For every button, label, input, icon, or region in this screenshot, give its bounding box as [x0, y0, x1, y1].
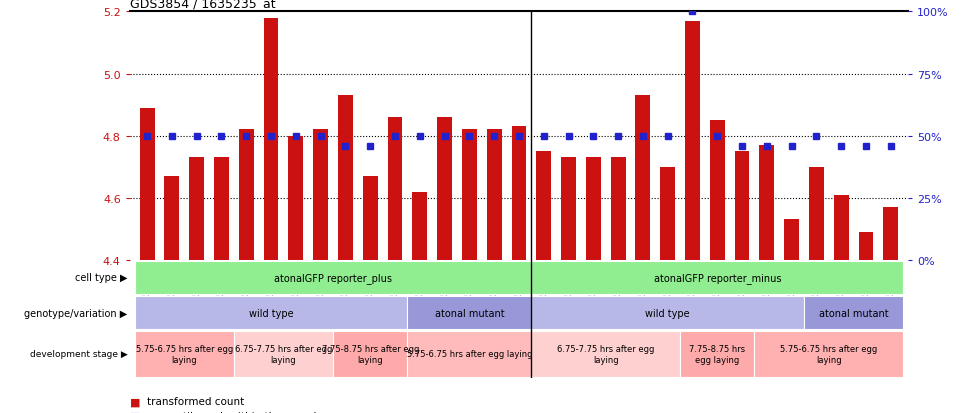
Text: transformed count: transformed count [147, 396, 244, 406]
Text: percentile rank within the sample: percentile rank within the sample [147, 411, 323, 413]
Bar [531, 261, 903, 294]
Bar [511, 127, 527, 260]
Bar [486, 130, 502, 260]
Text: 5.75-6.75 hrs after egg laying: 5.75-6.75 hrs after egg laying [407, 350, 532, 358]
Text: atonalGFP reporter_minus: atonalGFP reporter_minus [653, 272, 781, 283]
Bar [412, 192, 428, 260]
Bar [759, 146, 775, 260]
Bar [586, 158, 601, 260]
Text: 7.75-8.75 hrs after egg
laying: 7.75-8.75 hrs after egg laying [322, 344, 419, 364]
Bar [387, 118, 403, 260]
Bar [635, 96, 651, 260]
Text: cell type ▶: cell type ▶ [75, 273, 128, 283]
Text: development stage ▶: development stage ▶ [30, 350, 128, 358]
Bar [858, 233, 874, 260]
Bar [135, 261, 531, 294]
Bar [680, 331, 754, 377]
Bar [338, 96, 353, 260]
Text: 5.75-6.75 hrs after egg
laying: 5.75-6.75 hrs after egg laying [780, 344, 877, 364]
Bar [531, 296, 804, 330]
Bar [685, 22, 700, 260]
Bar [135, 331, 234, 377]
Bar [734, 152, 750, 260]
Text: atonal mutant: atonal mutant [819, 308, 888, 318]
Text: genotype/variation ▶: genotype/variation ▶ [24, 308, 128, 318]
Bar [804, 296, 903, 330]
Bar [754, 331, 903, 377]
Bar [139, 109, 155, 260]
Bar [809, 167, 824, 260]
Bar [239, 130, 254, 260]
Bar [234, 331, 333, 377]
Bar [834, 195, 849, 260]
Bar [164, 177, 180, 260]
Bar [288, 136, 304, 260]
Bar [784, 220, 799, 260]
Bar [536, 152, 552, 260]
Bar [214, 158, 229, 260]
Text: ■: ■ [130, 396, 140, 406]
Text: 5.75-6.75 hrs after egg
laying: 5.75-6.75 hrs after egg laying [136, 344, 233, 364]
Text: wild type: wild type [249, 308, 293, 318]
Text: atonal mutant: atonal mutant [434, 308, 505, 318]
Bar [362, 177, 378, 260]
Text: 7.75-8.75 hrs
egg laying: 7.75-8.75 hrs egg laying [689, 344, 746, 364]
Text: ■: ■ [130, 411, 140, 413]
Bar [333, 331, 407, 377]
Text: 6.75-7.75 hrs after egg
laying: 6.75-7.75 hrs after egg laying [234, 344, 333, 364]
Bar [407, 296, 531, 330]
Bar [883, 208, 899, 260]
Text: 6.75-7.75 hrs after egg
laying: 6.75-7.75 hrs after egg laying [557, 344, 654, 364]
Text: atonalGFP reporter_plus: atonalGFP reporter_plus [274, 272, 392, 283]
Bar [531, 331, 680, 377]
Bar [189, 158, 204, 260]
Bar [462, 130, 477, 260]
Bar [135, 296, 407, 330]
Bar [710, 121, 725, 260]
Bar [660, 167, 676, 260]
Text: GDS3854 / 1635235_at: GDS3854 / 1635235_at [130, 0, 276, 10]
Bar [407, 331, 531, 377]
Bar [610, 158, 626, 260]
Bar [561, 158, 576, 260]
Bar [313, 130, 328, 260]
Bar [437, 118, 452, 260]
Bar [263, 19, 279, 260]
Text: wild type: wild type [646, 308, 690, 318]
